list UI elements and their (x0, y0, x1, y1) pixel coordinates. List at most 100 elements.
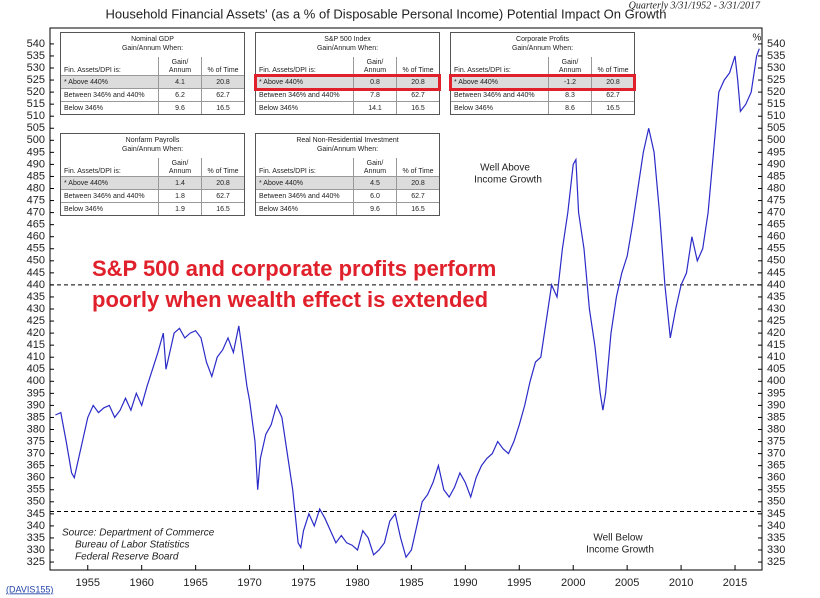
y-tick-label: 355 (27, 484, 45, 496)
y-tick-label: 390 (767, 399, 785, 411)
y-tick-label: 490 (27, 158, 45, 170)
table-cell: 4.5 (353, 176, 397, 190)
table-cell: Below 346% (61, 101, 159, 114)
table: Fin. Assets/DPI is: Gain/ Annum% of Time *… (256, 158, 439, 215)
table-cell: 1.8 (158, 189, 202, 203)
table-cell: 62.7 (201, 88, 244, 102)
header-cell: Gain/ Annum (353, 57, 397, 76)
y-tick-label: 485 (767, 170, 785, 182)
y-tick-label: 395 (767, 387, 785, 399)
y-tick-label: 530 (27, 62, 45, 74)
table-title: Nominal GDP (131, 36, 174, 43)
y-tick-label: 500 (27, 134, 45, 146)
y-tick-label: 525 (27, 74, 45, 86)
table-cell: Between 346% and 440% (61, 189, 159, 203)
table-cell: 20.8 (396, 176, 439, 190)
header-cell: % of Time (396, 57, 439, 76)
table: Fin. Assets/DPI is: Gain/ Annum% of Time *… (61, 158, 244, 215)
table-cell: 20.8 (591, 75, 634, 89)
y-tick-label: 435 (767, 291, 785, 303)
highlight-box (449, 73, 636, 91)
summary-table: Real Non-Residential Investment Gain/Annu… (255, 133, 440, 216)
y-tick-label: 535 (27, 50, 45, 62)
table-subtitle: Gain/Annum When: (121, 45, 184, 52)
y-tick-label: 490 (767, 158, 785, 170)
x-tick-label: 1980 (345, 577, 369, 589)
y-tick-label: 495 (767, 146, 785, 158)
summary-table: Nonfarm Payrolls Gain/Annum When: Fin. Ass… (60, 133, 245, 216)
table-row: Between 346% and 440% 1.8 62.7 (61, 189, 244, 203)
source: Source: Department of Commerce (62, 528, 215, 539)
header-cell: Fin. Assets/DPI is: (259, 168, 316, 175)
y-tick-label: 460 (767, 231, 785, 243)
chart-title: Household Financial Assets' (as a % of D… (105, 6, 666, 21)
y-tick-label: 515 (767, 98, 785, 110)
table-row: Below 346% 14.1 16.5 (256, 101, 439, 114)
x-tick-label: 1955 (76, 577, 100, 589)
table-row: * Above 440% -1.2 20.8 (451, 75, 634, 89)
y-tick-label: 520 (767, 86, 785, 98)
y-tick-label: 470 (27, 207, 45, 219)
y-tick-label: 385 (767, 411, 785, 423)
table-cell: 1.9 (158, 202, 202, 215)
y-tick-label: 375 (767, 435, 785, 447)
header-row: Fin. Assets/DPI is: Gain/ Annum% of Time (256, 57, 439, 76)
y-tick-label: 475 (767, 194, 785, 206)
table-cell: 6.0 (353, 189, 397, 203)
y-tick-label: 380 (27, 423, 45, 435)
table-cell: 9.6 (353, 202, 397, 215)
table-cell: 1.4 (158, 176, 202, 190)
table-cell: 16.5 (396, 202, 439, 215)
header-cell: Gain/ Annum (548, 57, 592, 76)
table-row: Between 346% and 440% 6.2 62.7 (61, 88, 244, 102)
y-tick-label: 515 (27, 98, 45, 110)
table-row: Below 346% 1.9 16.5 (61, 202, 244, 215)
header-cell: Gain/ Annum (158, 57, 202, 76)
header-row: Fin. Assets/DPI is: Gain/ Annum% of Time (256, 158, 439, 177)
header-cell: % of Time (201, 158, 244, 177)
y-tick-label: 540 (767, 38, 785, 50)
table-cell: * Above 440% (451, 75, 549, 89)
table-title: Nonfarm Payrolls (125, 137, 180, 144)
x-tick-label: 1965 (183, 577, 207, 589)
x-tick-label: 1985 (399, 577, 423, 589)
table-title: S&P 500 Index (324, 36, 371, 43)
y-tick-label: 470 (767, 207, 785, 219)
x-tick-label: 2010 (669, 577, 693, 589)
y-tick-label: 445 (767, 267, 785, 279)
y-tick-label: 435 (27, 291, 45, 303)
y-tick-label: 390 (27, 399, 45, 411)
chart-code: (DAVIS155) (6, 584, 53, 594)
table-subtitle: Gain/Annum When: (316, 146, 379, 153)
table-cell: Between 346% and 440% (256, 189, 354, 203)
plot-frame (49, 27, 763, 571)
y-tick-label: 450 (767, 255, 785, 267)
y-tick-label: 475 (27, 194, 45, 206)
table-row: Between 346% and 440% 7.8 62.7 (256, 88, 439, 102)
y-tick-label: 500 (767, 134, 785, 146)
y-tick-label: 375 (27, 435, 45, 447)
y-tick-label: 345 (27, 508, 45, 520)
header-cell: Fin. Assets/DPI is: (259, 67, 316, 74)
table: Fin. Assets/DPI is: Gain/ Annum% of Time *… (256, 57, 439, 114)
table-row: Below 346% 8.6 16.5 (451, 101, 634, 114)
callout: S&P 500 and corporate profits perform (92, 256, 496, 281)
y-tick-label: 420 (27, 327, 45, 339)
table-row: Below 346% 9.6 16.5 (61, 101, 244, 114)
y-tick-label: 415 (27, 339, 45, 351)
y-tick-label: 365 (767, 460, 785, 472)
y-tick-label: 465 (767, 219, 785, 231)
y-tick-label: 330 (27, 544, 45, 556)
table-title: Real Non-Residential Investment (296, 137, 399, 144)
table-cell: 62.7 (396, 189, 439, 203)
y-tick-label: 380 (767, 423, 785, 435)
table-cell: * Above 440% (61, 176, 159, 190)
y-tick-label: 440 (767, 279, 785, 291)
y-tick-label: 350 (27, 496, 45, 508)
y-tick-label: 405 (767, 363, 785, 375)
table-cell: 8.6 (548, 101, 592, 114)
x-tick-label: 2015 (723, 577, 747, 589)
y-tick-label: 405 (27, 363, 45, 375)
